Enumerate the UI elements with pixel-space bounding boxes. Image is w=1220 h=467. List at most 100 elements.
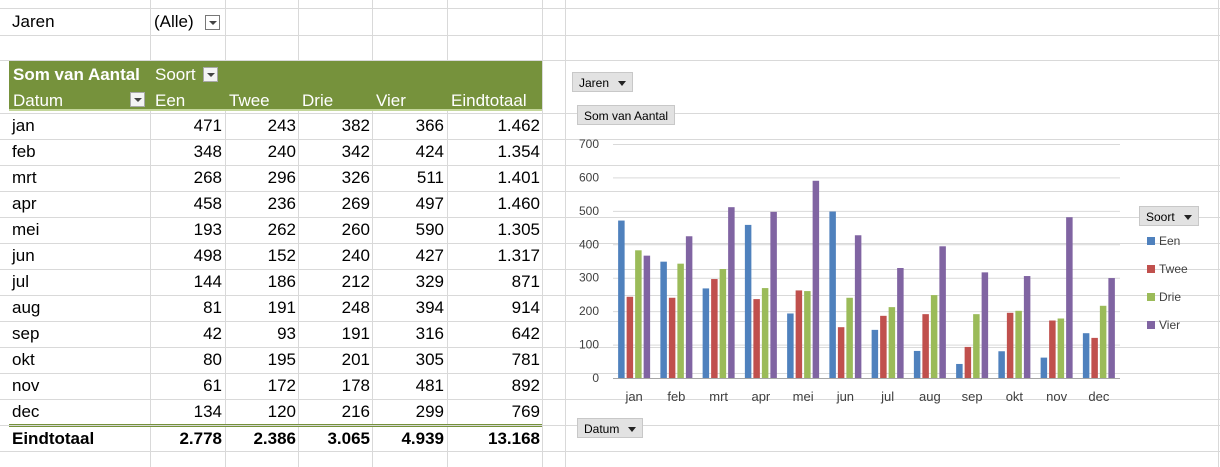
row-label: mrt — [12, 168, 37, 187]
chart-filter-button[interactable]: Jaren — [572, 72, 634, 92]
value-cell: 195 — [267, 350, 296, 369]
chart-value-button[interactable]: Som van Aantal — [577, 105, 676, 125]
value-cell: 186 — [267, 272, 296, 291]
bar-een-mrt — [702, 288, 710, 378]
chart-axis-field-button[interactable]: Datum — [577, 418, 644, 438]
bar-een-nov — [1040, 357, 1048, 378]
value-cell: 424 — [415, 142, 444, 161]
row-label: jan — [12, 116, 35, 135]
bar-twee-okt — [1006, 312, 1014, 378]
column-header-vier: Vier — [376, 91, 406, 110]
filter-value[interactable]: (Alle) — [154, 12, 194, 31]
bar-twee-apr — [753, 299, 760, 378]
row-label: jul — [12, 272, 30, 291]
value-cell: 193 — [193, 220, 222, 239]
bar-vier-dec — [1108, 278, 1115, 378]
value-cell: 642 — [511, 324, 540, 343]
value-cell: 178 — [341, 376, 370, 395]
value-cell: 1.354 — [497, 142, 540, 161]
row-label: sep — [12, 324, 40, 343]
value-cell: 871 — [511, 272, 540, 291]
value-cell: 590 — [415, 220, 444, 239]
value-cell: 342 — [341, 142, 370, 161]
bar-een-jul — [871, 329, 879, 378]
value-cell: 240 — [341, 246, 370, 265]
filter-dropdown-button[interactable] — [205, 15, 220, 30]
bar-twee-feb — [668, 297, 676, 378]
pivot-header — [9, 61, 542, 111]
value-cell: 366 — [415, 116, 444, 135]
pivot-corner-label: Som van Aantal — [13, 65, 140, 84]
x-tick-label: dec — [1088, 389, 1109, 404]
value-cell: 240 — [267, 142, 296, 161]
bar-vier-okt — [1023, 276, 1031, 378]
bar-twee-jun — [837, 327, 845, 378]
bar-vier-apr — [770, 211, 777, 378]
legend-swatch-drie — [1147, 293, 1155, 301]
bar-een-apr — [744, 224, 752, 378]
chart-filter-label: Jaren — [579, 76, 610, 90]
chevron-down-icon — [1183, 215, 1192, 221]
bar-drie-dec — [1099, 305, 1107, 378]
total-row-label: Eindtotaal — [12, 429, 95, 448]
legend-label-twee: Twee — [1159, 262, 1188, 276]
bar-drie-apr — [761, 288, 769, 378]
value-cell: 769 — [511, 402, 540, 421]
bar-twee-nov — [1049, 320, 1056, 378]
row-label: apr — [12, 194, 37, 213]
x-tick-label: jan — [624, 389, 642, 404]
column-chart: 0 100 200 300 400 500 600 700 jan feb mrt apr mei jun… — [579, 137, 1188, 404]
bar-twee-dec — [1091, 337, 1098, 378]
total-cell: 4.939 — [401, 429, 444, 448]
total-separator — [9, 424, 542, 427]
row-label: jun — [12, 246, 35, 265]
bar-twee-jan — [626, 296, 634, 378]
bar-een-mei — [787, 313, 794, 378]
value-cell: 1.317 — [497, 246, 540, 265]
value-cell: 144 — [193, 272, 222, 291]
value-cell: 299 — [415, 402, 444, 421]
bar-vier-jul — [897, 268, 904, 378]
bar-vier-jun — [854, 235, 862, 378]
value-cell: 61 — [203, 376, 222, 395]
column-field-dropdown[interactable] — [203, 67, 218, 82]
row-field-label: Datum — [13, 91, 64, 110]
value-cell: 382 — [341, 116, 370, 135]
bar-een-jun — [829, 211, 836, 378]
x-tick-label: okt — [1006, 389, 1024, 404]
value-cell: 498 — [193, 246, 222, 265]
chevron-down-icon — [618, 81, 627, 87]
y-tick-label: 0 — [592, 371, 599, 385]
x-tick-label: aug — [919, 389, 941, 404]
value-cell: 191 — [267, 298, 296, 317]
x-tick-label: mrt — [709, 389, 728, 404]
value-cell: 329 — [415, 272, 444, 291]
value-cell: 268 — [193, 168, 222, 187]
value-cell: 394 — [415, 298, 444, 317]
bar-twee-mrt — [711, 279, 718, 378]
legend-label-een: Een — [1159, 234, 1180, 248]
y-tick-label: 700 — [579, 137, 599, 151]
bar-een-okt — [998, 351, 1005, 378]
chart-legend-field-button[interactable]: Soort — [1139, 206, 1199, 226]
total-cell: 2.386 — [253, 429, 296, 448]
row-field-dropdown[interactable] — [130, 92, 145, 107]
value-cell: 458 — [193, 194, 222, 213]
row-label: feb — [12, 142, 36, 161]
value-cell: 471 — [193, 116, 222, 135]
value-cell: 316 — [415, 324, 444, 343]
value-cell: 914 — [511, 298, 540, 317]
bar-drie-okt — [1015, 310, 1022, 378]
column-header-drie: Drie — [302, 91, 334, 110]
y-tick-label: 200 — [579, 304, 599, 318]
bar-drie-aug — [930, 295, 938, 378]
bar-vier-nov — [1066, 217, 1073, 378]
value-cell: 201 — [341, 350, 370, 369]
bar-drie-nov — [1057, 318, 1065, 378]
bar-drie-jan — [635, 250, 642, 378]
value-cell: 243 — [267, 116, 296, 135]
bar-vier-mei — [812, 180, 820, 378]
bar-een-dec — [1082, 333, 1090, 378]
x-tick-label: apr — [751, 389, 770, 404]
value-cell: 348 — [193, 142, 222, 161]
